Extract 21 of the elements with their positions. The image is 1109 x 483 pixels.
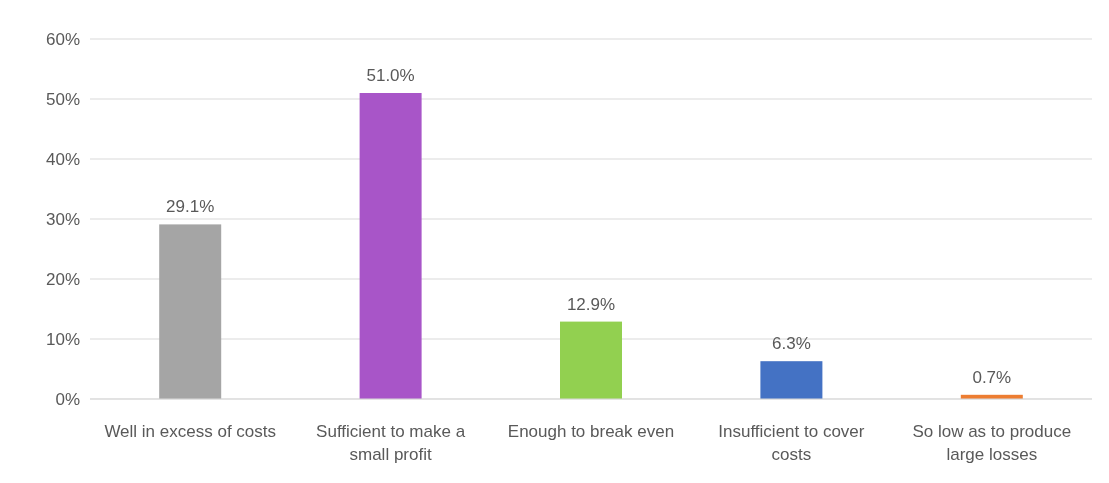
y-tick-label: 30% <box>45 209 80 229</box>
y-tick-label: 20% <box>45 269 80 289</box>
data-label: 0.7% <box>972 367 1012 387</box>
bar <box>159 224 222 399</box>
x-tick-label: Enough to break even <box>507 422 675 441</box>
bar <box>359 93 422 399</box>
data-label: 12.9% <box>566 294 616 314</box>
x-tick-label: Sufficient to make a small profit <box>316 422 466 464</box>
data-label: 51.0% <box>366 66 415 85</box>
y-tick-label: 0% <box>55 389 80 409</box>
data-label: 6.3% <box>772 334 811 354</box>
y-tick-label: 40% <box>45 149 80 169</box>
x-tick-label: So low as to produce large losses <box>912 422 1072 464</box>
y-tick-label: 50% <box>45 89 80 109</box>
y-tick-label: 60% <box>45 29 80 49</box>
bar <box>760 361 823 399</box>
x-tick-label: Well in excess of costs <box>104 422 277 441</box>
y-tick-label: 10% <box>45 329 80 349</box>
data-label: 29.1% <box>166 197 215 217</box>
bar <box>560 321 622 399</box>
x-tick-label: Insufficient to cover costs <box>718 422 865 464</box>
